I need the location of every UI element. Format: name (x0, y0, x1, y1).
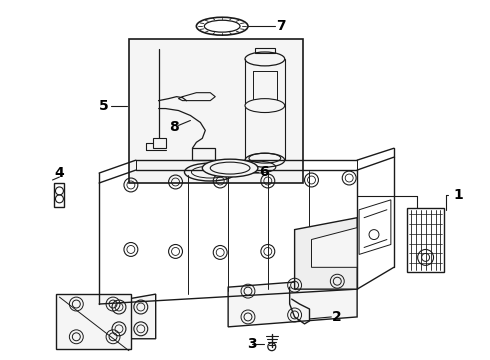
Text: 5: 5 (99, 99, 109, 113)
Polygon shape (255, 48, 275, 53)
Bar (129, 39, 302, 183)
Polygon shape (193, 148, 215, 160)
Polygon shape (153, 138, 166, 148)
Ellipse shape (210, 162, 250, 174)
Ellipse shape (202, 159, 258, 177)
Polygon shape (312, 228, 357, 267)
Polygon shape (56, 294, 131, 349)
Polygon shape (99, 294, 156, 339)
Text: 1: 1 (453, 188, 463, 202)
Text: 2: 2 (331, 310, 341, 324)
Text: 4: 4 (54, 166, 64, 180)
Text: 7: 7 (276, 19, 286, 33)
Polygon shape (228, 277, 357, 327)
Text: 6: 6 (259, 165, 269, 179)
Text: 3: 3 (247, 337, 257, 351)
Text: 8: 8 (169, 120, 178, 134)
Polygon shape (294, 218, 357, 289)
Ellipse shape (245, 99, 285, 113)
